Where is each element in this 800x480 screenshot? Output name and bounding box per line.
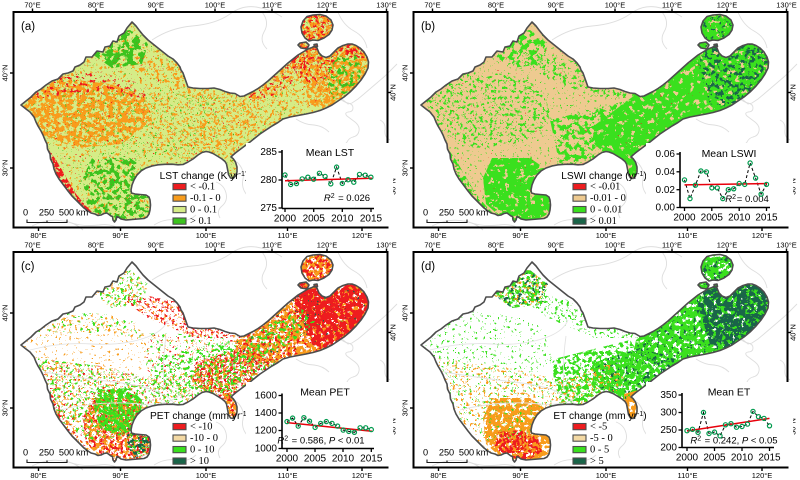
svg-text:< -10: < -10: [190, 422, 213, 433]
svg-text:-0.1 - 0: -0.1 - 0: [190, 193, 221, 204]
svg-text:0 - 0.01: 0 - 0.01: [590, 205, 622, 216]
svg-text:> 0.01: > 0.01: [590, 216, 617, 227]
svg-text:1600: 1600: [255, 391, 278, 402]
svg-text:-5 - 0: -5 - 0: [590, 433, 613, 444]
svg-text:0.06: 0.06: [656, 149, 676, 160]
svg-text:250: 250: [660, 425, 677, 436]
svg-text:(d): (d): [421, 261, 435, 273]
svg-text:275: 275: [260, 203, 277, 214]
svg-text:Mean PET: Mean PET: [300, 387, 350, 399]
svg-text:2010: 2010: [331, 214, 354, 225]
svg-text:-10 - 0: -10 - 0: [190, 433, 218, 444]
svg-text:(c): (c): [21, 261, 35, 273]
svg-text:Mean ET: Mean ET: [708, 387, 751, 399]
svg-text:R2 = 0.242, P < 0.05: R2 = 0.242, P < 0.05: [690, 436, 777, 447]
svg-text:R2 = 0.004: R2 = 0.004: [725, 194, 769, 205]
svg-text:(a): (a): [21, 21, 35, 33]
svg-text:2015: 2015: [360, 214, 383, 225]
svg-text:LSWI change (yr-1): LSWI change (yr-1): [561, 171, 647, 182]
svg-text:2015: 2015: [360, 454, 383, 465]
svg-text:(b): (b): [421, 21, 435, 33]
svg-text:285: 285: [260, 147, 277, 158]
svg-text:2005: 2005: [303, 214, 326, 225]
svg-text:R2 = 0.026: R2 = 0.026: [324, 193, 370, 204]
svg-text:ET change (mm yr-1): ET change (mm yr-1): [553, 411, 646, 422]
svg-text:0 - 5: 0 - 5: [590, 445, 609, 456]
svg-text:LST change (K yr-1): LST change (K yr-1): [160, 171, 249, 182]
svg-text:2000: 2000: [276, 454, 299, 465]
svg-text:> 0.1: > 0.1: [190, 216, 212, 227]
svg-text:< -0.1: < -0.1: [190, 182, 215, 193]
svg-text:1400: 1400: [255, 408, 278, 419]
svg-text:< -0.01: < -0.01: [590, 182, 620, 193]
svg-text:0.04: 0.04: [656, 167, 676, 178]
svg-text:2000: 2000: [673, 213, 696, 224]
svg-text:2005: 2005: [701, 213, 724, 224]
svg-text:2010: 2010: [332, 454, 355, 465]
svg-text:PET change (mm yr-1): PET change (mm yr-1): [150, 411, 250, 422]
svg-text:2000: 2000: [676, 453, 699, 464]
svg-text:Mean LSWI: Mean LSWI: [702, 148, 757, 160]
svg-text:> 5: > 5: [590, 456, 604, 467]
svg-text:2000: 2000: [274, 214, 297, 225]
svg-text:2015: 2015: [755, 213, 778, 224]
svg-text:Mean LST: Mean LST: [306, 147, 355, 159]
svg-text:R2 = 0.586, P < 0.01: R2 = 0.586, P < 0.01: [277, 436, 364, 447]
svg-text:200: 200: [660, 443, 677, 454]
svg-text:2015: 2015: [758, 453, 781, 464]
svg-text:350: 350: [660, 390, 677, 401]
svg-text:0.00: 0.00: [656, 203, 676, 214]
svg-text:0.02: 0.02: [656, 185, 676, 196]
svg-text:2010: 2010: [731, 453, 754, 464]
svg-text:-0.01 - 0: -0.01 - 0: [590, 193, 626, 204]
svg-text:2005: 2005: [304, 454, 327, 465]
svg-text:280: 280: [260, 175, 277, 186]
svg-text:> 10: > 10: [190, 456, 209, 467]
svg-text:0 - 0.1: 0 - 0.1: [190, 205, 217, 216]
svg-text:300: 300: [660, 408, 677, 419]
svg-text:2010: 2010: [728, 213, 751, 224]
svg-text:2005: 2005: [703, 453, 726, 464]
svg-text:< -5: < -5: [590, 422, 607, 433]
svg-text:1200: 1200: [255, 426, 278, 437]
svg-text:0 - 10: 0 - 10: [190, 445, 215, 456]
svg-text:1000: 1000: [255, 444, 278, 455]
